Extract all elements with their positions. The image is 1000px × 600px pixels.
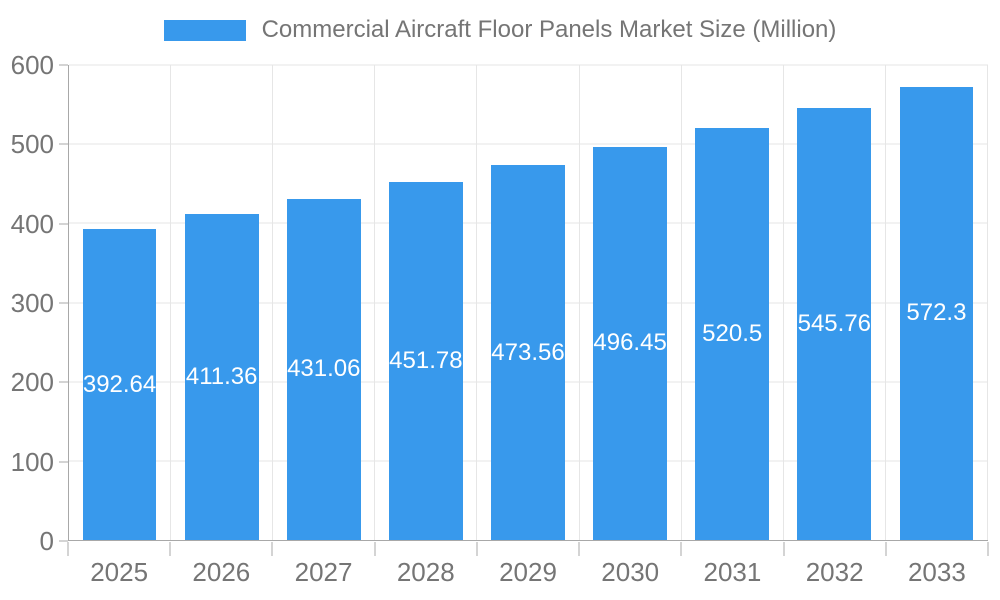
x-axis-tick — [476, 542, 478, 556]
bar-cell-2030: 496.45 — [580, 65, 682, 540]
x-axis-label-2032: 2032 — [805, 557, 864, 587]
bar-2026: 411.36 — [184, 214, 259, 540]
bar-2027: 431.06 — [286, 198, 361, 540]
bar-2032: 545.76 — [797, 107, 872, 540]
bar-value-label: 520.5 — [702, 319, 763, 347]
bar-2033: 572.3 — [899, 86, 974, 540]
chart-legend: Commercial Aircraft Floor Panels Market … — [0, 16, 1000, 43]
bar-value-label: 411.36 — [185, 363, 258, 391]
x-axis-tick — [987, 542, 989, 556]
y-axis-tick — [59, 381, 68, 383]
x-axis-tick — [169, 542, 171, 556]
y-axis-tick — [59, 302, 68, 304]
y-axis-label: 300 — [10, 288, 54, 318]
bar-cell-2027: 431.06 — [273, 65, 376, 540]
x-axis-tick — [374, 542, 376, 556]
bar-value-label: 572.3 — [906, 299, 967, 327]
y-axis-tick — [59, 461, 68, 463]
legend-label: Commercial Aircraft Floor Panels Market … — [261, 16, 837, 43]
bar-2030: 496.45 — [593, 146, 667, 540]
x-axis-label-2028: 2028 — [396, 557, 455, 587]
y-axis-tick — [59, 540, 68, 542]
bar-2028: 451.78 — [388, 182, 463, 540]
bar-cell-2026: 411.36 — [171, 65, 274, 540]
y-axis-label: 200 — [10, 367, 54, 398]
bar-cell-2028: 451.78 — [375, 65, 478, 540]
bar-value-label: 496.45 — [593, 329, 667, 357]
bars: 392.64 411.36 431.06 451.78 473.56 496.45 520.… — [69, 65, 988, 540]
x-axis-label-2031: 2031 — [703, 557, 762, 587]
bar-value-label: 545.76 — [797, 309, 872, 337]
x-axis-tick — [680, 542, 682, 556]
bar-cell-2033: 572.3 — [886, 65, 988, 540]
y-axis-tick — [59, 143, 68, 145]
bar-cell-2029: 473.56 — [477, 65, 580, 540]
gridline-horizontal — [69, 64, 988, 66]
y-axis-label: 100 — [10, 446, 54, 477]
y-axis: 0 100 200 300 400 500 600 — [0, 52, 68, 554]
x-labels: 2025 2026 2027 2028 2029 2030 2031 2032 2033 — [68, 542, 988, 600]
plot-area: 392.64 411.36 431.06 451.78 473.56 496.45 520.… — [68, 64, 988, 541]
bar-value-label: 451.78 — [389, 347, 463, 375]
y-axis-label: 500 — [10, 129, 54, 160]
x-axis-tick — [578, 542, 580, 556]
y-axis-tick — [59, 64, 68, 66]
bar-2031: 520.5 — [695, 127, 770, 540]
bar-value-label: 431.06 — [287, 355, 361, 383]
bar-cell-2025: 392.64 — [69, 65, 172, 540]
bar-2025: 392.64 — [82, 229, 157, 540]
bar-value-label: 392.64 — [82, 370, 157, 398]
bar-cell-2031: 520.5 — [682, 65, 784, 540]
gridline-horizontal — [69, 143, 988, 145]
x-axis-label-2027: 2027 — [294, 557, 353, 587]
x-axis-tick — [67, 542, 69, 556]
x-axis-tick — [271, 542, 273, 556]
x-axis-label-2026: 2026 — [192, 557, 251, 587]
y-axis-label: 0 — [39, 526, 54, 556]
x-axis-label-2030: 2030 — [601, 557, 660, 587]
x-axis: 2025 2026 2027 2028 2029 2030 2031 2032 2033 — [67, 542, 989, 600]
bar-value-label: 473.56 — [491, 338, 565, 366]
y-axis-label: 400 — [10, 208, 54, 239]
x-axis-tick — [783, 542, 785, 556]
x-axis-label-2029: 2029 — [499, 557, 557, 587]
bar-2029: 473.56 — [491, 165, 565, 540]
y-axis-tick — [59, 223, 68, 225]
x-axis-label-2025: 2025 — [90, 557, 149, 587]
legend-swatch — [163, 19, 246, 41]
x-axis-tick — [885, 542, 887, 556]
bar-cell-2032: 545.76 — [784, 65, 886, 540]
y-axis-label: 600 — [10, 50, 54, 80]
x-axis-label-2033: 2033 — [907, 557, 966, 587]
